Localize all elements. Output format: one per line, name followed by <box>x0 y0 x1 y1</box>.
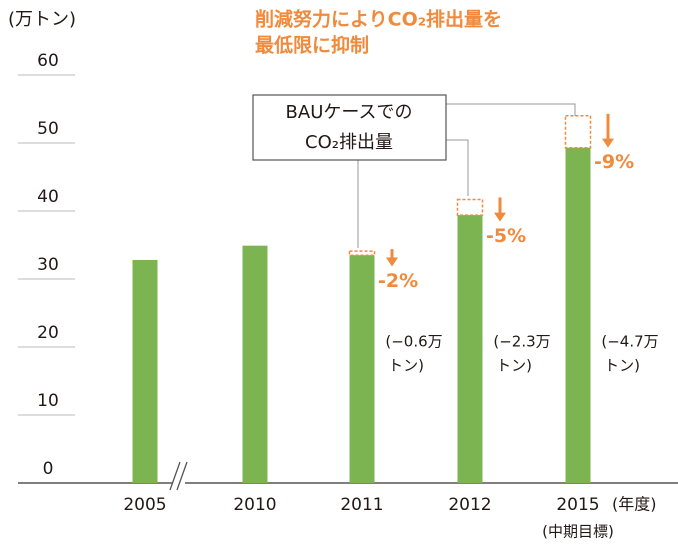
arrow-head <box>494 212 506 222</box>
x-tick-label: 2005 <box>123 495 166 515</box>
reduction-amount-label: (−0.6万 <box>385 333 442 351</box>
bar <box>349 255 375 483</box>
axis-break-gap <box>173 462 185 492</box>
chart-title: 最低限に抑制 <box>255 34 369 57</box>
axis-break-line <box>169 461 181 491</box>
bau-box <box>564 115 592 149</box>
x-tick-label: 2010 <box>233 495 276 515</box>
bau-box <box>348 250 376 256</box>
leader-line <box>446 139 469 196</box>
reduction-pct-label: -5% <box>486 225 526 247</box>
y-axis-label: (万トン) <box>8 9 76 30</box>
y-tick-label: 50 <box>37 119 59 139</box>
arrow-head <box>602 138 614 148</box>
x-tick-note: (中期目標) <box>542 523 614 541</box>
bar <box>457 215 483 483</box>
y-tick-label: 0 <box>43 459 54 479</box>
chart-title: 削減努力によりCO₂排出量を <box>255 8 502 31</box>
reduction-amount-label: (−2.3万 <box>493 333 550 351</box>
bar <box>565 147 591 483</box>
bar <box>242 245 268 483</box>
x-axis-label: (年度) <box>612 495 657 514</box>
axis-break-line <box>176 461 188 491</box>
reduction-pct-label: -9% <box>594 151 634 173</box>
callout-text: BAUケースでの <box>286 102 413 123</box>
axis-break <box>169 461 188 492</box>
y-tick-label: 10 <box>37 391 59 411</box>
reduction-amount-label: (−4.7万 <box>601 333 658 351</box>
leader-line <box>429 95 576 116</box>
x-tick-label: 2012 <box>448 495 491 515</box>
reduction-amount-label: トン) <box>604 357 640 375</box>
reduction-pct-label: -2% <box>378 270 418 292</box>
y-tick-label: 60 <box>37 51 59 71</box>
y-tick-label: 30 <box>37 255 59 275</box>
callout-box <box>252 94 447 161</box>
y-tick-label: 20 <box>37 323 59 343</box>
bau-box <box>456 198 484 216</box>
callout-text: CO₂排出量 <box>305 132 393 153</box>
x-tick-label: 2011 <box>340 495 383 515</box>
y-tick-label: 40 <box>37 187 59 207</box>
arrow-head <box>386 257 398 267</box>
reduction-amount-label: トン) <box>496 357 532 375</box>
x-tick-label: 2015 <box>556 495 599 515</box>
reduction-amount-label: トン) <box>388 357 424 375</box>
bar <box>132 259 158 483</box>
